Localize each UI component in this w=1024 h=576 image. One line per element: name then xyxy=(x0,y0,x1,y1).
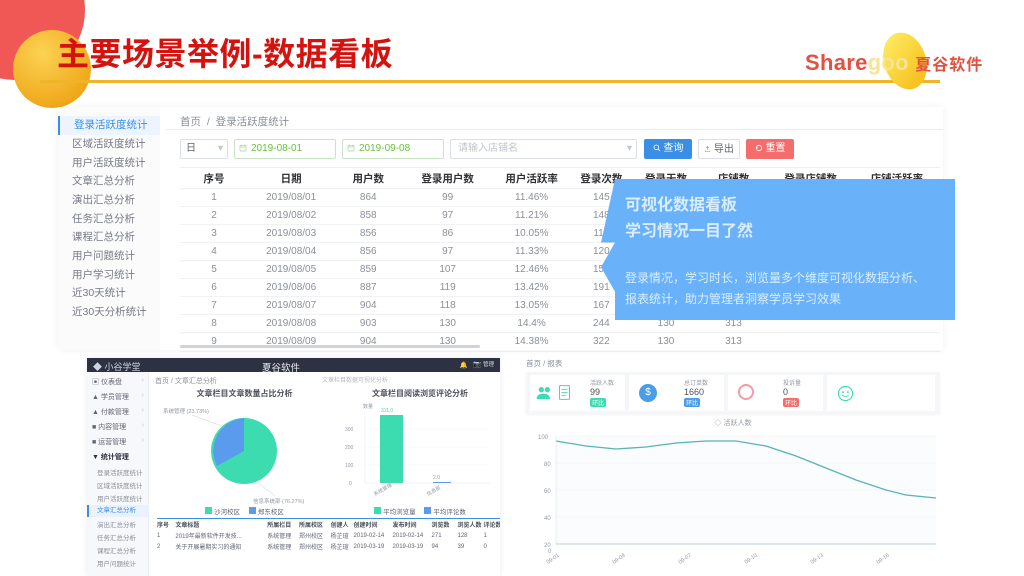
svg-text:300: 300 xyxy=(345,427,354,433)
svg-text:系统管理 (23.73%): 系统管理 (23.73%) xyxy=(163,407,209,415)
svg-text:09-13: 09-13 xyxy=(810,553,825,566)
svg-text:0: 0 xyxy=(548,549,552,555)
svg-text:信息系统部 (76.27%): 信息系统部 (76.27%) xyxy=(253,497,305,505)
svg-text:40: 40 xyxy=(544,516,551,522)
svg-text:60: 60 xyxy=(544,489,551,495)
svg-text:09-04: 09-04 xyxy=(612,553,627,566)
svg-text:311.0: 311.0 xyxy=(381,408,393,414)
svg-text:09-07: 09-07 xyxy=(678,553,693,566)
svg-text:200: 200 xyxy=(345,445,354,451)
svg-text:09-16: 09-16 xyxy=(876,553,891,566)
svg-text:0: 0 xyxy=(349,481,352,487)
svg-text:80: 80 xyxy=(544,462,551,468)
svg-text:100: 100 xyxy=(345,463,354,469)
svg-text:100: 100 xyxy=(538,435,549,441)
svg-text:数量: 数量 xyxy=(363,403,373,410)
svg-text:系统管理: 系统管理 xyxy=(373,482,394,498)
svg-text:09-10: 09-10 xyxy=(744,553,759,566)
svg-text:信息部: 信息部 xyxy=(426,484,443,498)
svg-text:2.0: 2.0 xyxy=(433,475,440,481)
